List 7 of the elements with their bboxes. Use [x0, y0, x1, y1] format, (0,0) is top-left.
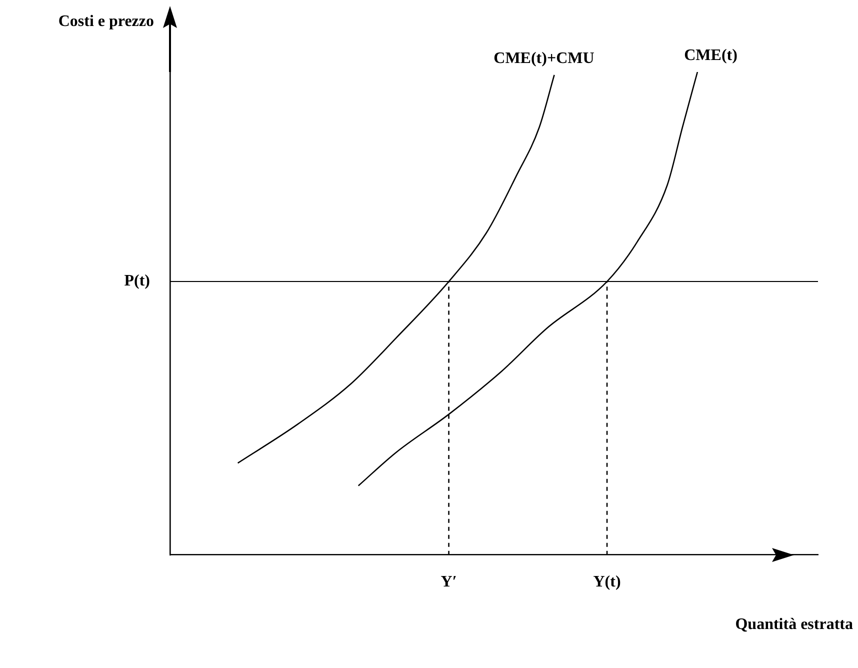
x-axis-title: Quantità estratta	[735, 616, 853, 633]
x-tick-label: Y′	[440, 574, 457, 591]
y-axis-title: Costi e prezzo	[58, 13, 154, 30]
series-label: CME(t)+CMU	[494, 50, 595, 68]
series-label: CME(t)	[684, 47, 738, 64]
x-tick-label: Y(t)	[593, 574, 621, 591]
ref-line-label: P(t)	[124, 272, 150, 290]
